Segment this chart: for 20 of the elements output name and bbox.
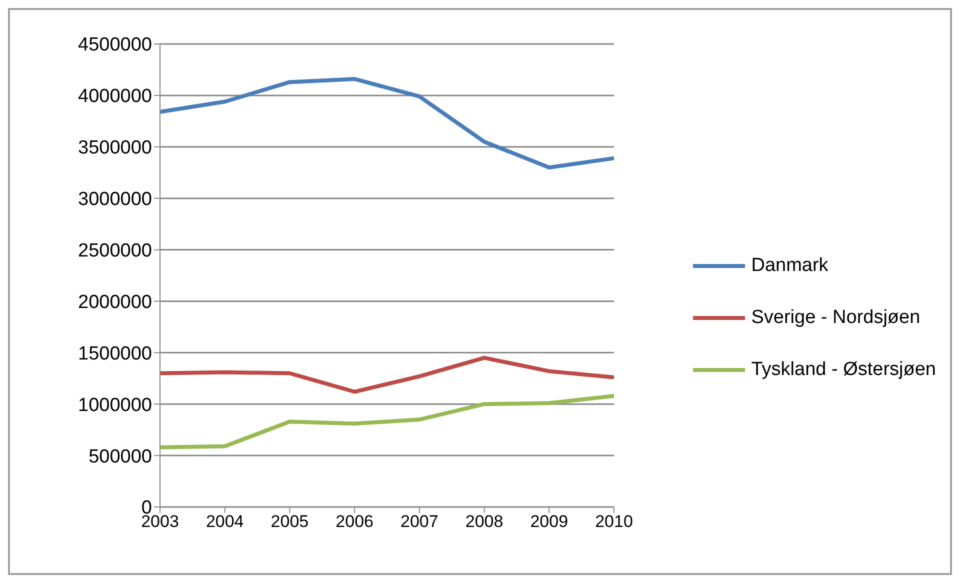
x-tick-label: 2006 — [336, 512, 374, 532]
legend-label: Sverige - Nordsjøen — [751, 306, 920, 330]
x-tick-label: 2007 — [400, 512, 438, 532]
x-tick-label: 2010 — [595, 512, 633, 532]
y-tick-label: 1000000 — [78, 394, 152, 416]
y-tick-label: 2000000 — [78, 292, 152, 313]
x-tick-label: 2004 — [206, 512, 244, 532]
x-tick-label: 2005 — [270, 512, 309, 532]
y-tick-label: 4500000 — [78, 34, 152, 56]
legend-label: Tyskland - Østersjøen — [751, 358, 936, 382]
y-tick-label: 4000000 — [78, 86, 152, 108]
line-series — [158, 356, 616, 394]
y-tick-label: 1500000 — [78, 343, 152, 364]
y-tick-label: 2500000 — [78, 240, 152, 262]
y-tick-label: 3000000 — [78, 189, 152, 210]
x-tick-label: 2009 — [530, 512, 568, 532]
x-tick-label: 2008 — [465, 512, 504, 532]
y-tick-label: 3500000 — [78, 138, 152, 159]
y-tick-label: 500000 — [88, 446, 152, 468]
legend-label: Danmark — [751, 254, 828, 278]
